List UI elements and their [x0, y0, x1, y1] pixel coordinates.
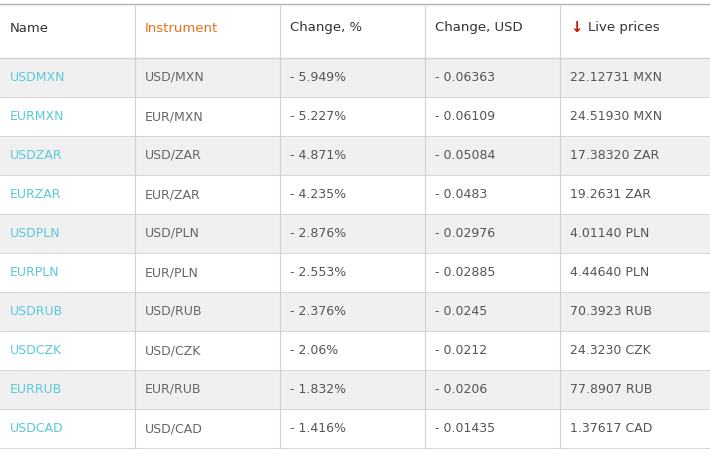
Text: 4.01140 PLN: 4.01140 PLN [570, 227, 650, 240]
Text: USDMXN: USDMXN [10, 71, 65, 84]
Text: Instrument: Instrument [145, 21, 218, 35]
Text: - 0.05084: - 0.05084 [435, 149, 496, 162]
Text: USDPLN: USDPLN [10, 227, 60, 240]
Text: - 0.06109: - 0.06109 [435, 110, 495, 123]
Text: - 4.235%: - 4.235% [290, 188, 346, 201]
Text: - 0.0483: - 0.0483 [435, 188, 487, 201]
Text: EURZAR: EURZAR [10, 188, 62, 201]
Text: - 2.553%: - 2.553% [290, 266, 346, 279]
Text: 77.8907 RUB: 77.8907 RUB [570, 383, 652, 396]
Text: USD/ZAR: USD/ZAR [145, 149, 202, 162]
Text: - 0.06363: - 0.06363 [435, 71, 495, 84]
Text: - 0.01435: - 0.01435 [435, 422, 495, 435]
Text: Change, USD: Change, USD [435, 21, 523, 35]
Text: - 5.949%: - 5.949% [290, 71, 346, 84]
Text: 19.2631 ZAR: 19.2631 ZAR [570, 188, 651, 201]
Text: USDCZK: USDCZK [10, 344, 62, 357]
Text: - 0.0206: - 0.0206 [435, 383, 487, 396]
Bar [0, 409, 710, 448]
Bar [0, 331, 710, 370]
Text: - 0.02976: - 0.02976 [435, 227, 495, 240]
Bar [0, 97, 710, 136]
Text: EUR/PLN: EUR/PLN [145, 266, 199, 279]
Text: - 2.376%: - 2.376% [290, 305, 346, 318]
Text: ↓: ↓ [570, 20, 582, 35]
Bar [0, 136, 710, 175]
Text: USD/MXN: USD/MXN [145, 71, 204, 84]
Text: Change, %: Change, % [290, 21, 362, 35]
Text: - 5.227%: - 5.227% [290, 110, 346, 123]
Text: EUR/RUB: EUR/RUB [145, 383, 202, 396]
Bar [0, 214, 710, 253]
Text: - 2.876%: - 2.876% [290, 227, 346, 240]
Text: USD/RUB: USD/RUB [145, 305, 202, 318]
Bar [0, 175, 710, 214]
Text: USDZAR: USDZAR [10, 149, 62, 162]
Text: 24.51930 MXN: 24.51930 MXN [570, 110, 662, 123]
Text: EUR/ZAR: EUR/ZAR [145, 188, 201, 201]
Text: USDRUB: USDRUB [10, 305, 63, 318]
Text: USD/CZK: USD/CZK [145, 344, 202, 357]
Text: EURRUB: EURRUB [10, 383, 62, 396]
Bar [0, 253, 710, 292]
Text: - 1.832%: - 1.832% [290, 383, 346, 396]
Text: 17.38320 ZAR: 17.38320 ZAR [570, 149, 660, 162]
Text: - 1.416%: - 1.416% [290, 422, 346, 435]
Text: - 2.06%: - 2.06% [290, 344, 338, 357]
Text: - 0.02885: - 0.02885 [435, 266, 496, 279]
Bar [0, 58, 710, 97]
Text: - 0.0245: - 0.0245 [435, 305, 487, 318]
Bar [0, 370, 710, 409]
Text: USDCAD: USDCAD [10, 422, 64, 435]
Text: 1.37617 CAD: 1.37617 CAD [570, 422, 652, 435]
Text: 22.12731 MXN: 22.12731 MXN [570, 71, 662, 84]
Text: EURMXN: EURMXN [10, 110, 65, 123]
Text: 24.3230 CZK: 24.3230 CZK [570, 344, 651, 357]
Text: 4.44640 PLN: 4.44640 PLN [570, 266, 649, 279]
Text: Live prices: Live prices [588, 21, 660, 35]
Text: 70.3923 RUB: 70.3923 RUB [570, 305, 652, 318]
Text: Name: Name [10, 21, 49, 35]
Text: EUR/MXN: EUR/MXN [145, 110, 204, 123]
Text: - 0.0212: - 0.0212 [435, 344, 487, 357]
Bar [0, 4, 710, 58]
Text: EURPLN: EURPLN [10, 266, 60, 279]
Text: USD/PLN: USD/PLN [145, 227, 200, 240]
Text: USD/CAD: USD/CAD [145, 422, 203, 435]
Text: - 4.871%: - 4.871% [290, 149, 346, 162]
Bar [0, 292, 710, 331]
